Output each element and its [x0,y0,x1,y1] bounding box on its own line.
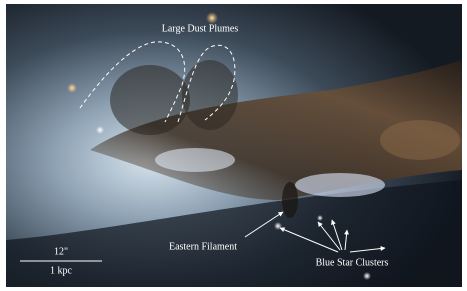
plumes-label: Large Dust Plumes [162,23,239,34]
scale-angular: 12" [54,246,68,257]
scale-physical: 1 kpc [50,265,73,276]
filament-label: Eastern Filament [169,241,237,252]
figure: Large Dust Plumes Eastern Filament Blue … [0,0,467,291]
clusters-label: Blue Star Clusters [316,257,389,268]
